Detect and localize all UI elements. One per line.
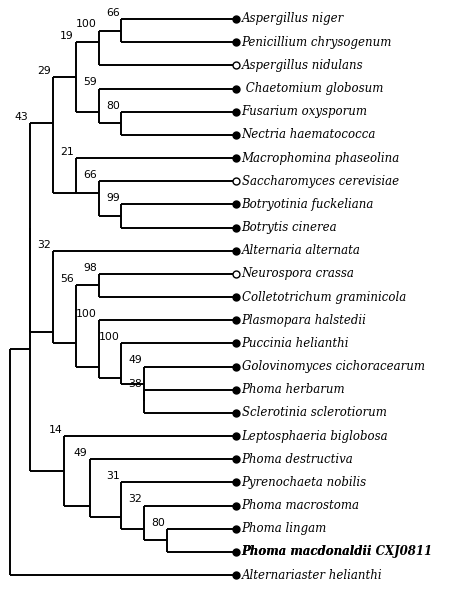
Text: 98: 98 [83,263,97,273]
Text: 100: 100 [99,332,119,342]
Text: Botryotinia fuckeliana: Botryotinia fuckeliana [242,198,374,211]
Text: Phoma destructiva: Phoma destructiva [242,453,353,466]
Text: 59: 59 [83,77,97,87]
Text: Phoma lingam: Phoma lingam [242,522,327,535]
Text: Aspergillus niger: Aspergillus niger [242,12,344,25]
Text: Alternariaster helianthi: Alternariaster helianthi [242,569,382,582]
Text: 32: 32 [129,495,143,505]
Text: 38: 38 [129,378,143,388]
Text: 21: 21 [60,147,74,157]
Text: 66: 66 [106,8,119,18]
Text: 49: 49 [129,355,143,365]
Text: 19: 19 [60,31,74,41]
Text: 43: 43 [15,112,28,122]
Text: Botrytis cinerea: Botrytis cinerea [242,221,337,234]
Text: Fusarium oxysporum: Fusarium oxysporum [242,105,367,118]
Text: 49: 49 [74,448,88,458]
Text: Saccharomyces cerevisiae: Saccharomyces cerevisiae [242,175,399,188]
Text: 31: 31 [106,471,119,482]
Text: Puccinia helianthi: Puccinia helianthi [242,337,349,350]
Text: 29: 29 [37,66,51,76]
Text: Macrophomina phaseolina: Macrophomina phaseolina [242,152,400,164]
Text: 100: 100 [76,20,97,30]
Text: Plasmopara halstedii: Plasmopara halstedii [242,314,366,327]
Text: Chaetomium globosum: Chaetomium globosum [242,82,383,95]
Text: Penicillium chrysogenum: Penicillium chrysogenum [242,36,392,49]
Text: 32: 32 [37,240,51,250]
Text: Leptosphaeria biglobosa: Leptosphaeria biglobosa [242,429,388,442]
Text: Aspergillus nidulans: Aspergillus nidulans [242,59,363,72]
Text: 56: 56 [60,275,74,284]
Text: Golovinomyces cichoracearum: Golovinomyces cichoracearum [242,360,425,373]
Text: 66: 66 [83,170,97,180]
Text: Phoma macrostoma: Phoma macrostoma [242,499,359,512]
Text: Neurospora crassa: Neurospora crassa [242,267,355,280]
Text: Nectria haematococca: Nectria haematococca [242,128,376,141]
Text: 99: 99 [106,193,119,203]
Text: Sclerotinia sclerotiorum: Sclerotinia sclerotiorum [242,406,386,419]
Text: Pyrenochaeta nobilis: Pyrenochaeta nobilis [242,476,366,489]
Text: 80: 80 [106,101,119,110]
Text: 100: 100 [76,309,97,319]
Text: Alternaria alternata: Alternaria alternata [242,244,360,257]
Text: 14: 14 [49,425,63,435]
Text: Phoma herbarum: Phoma herbarum [242,383,345,396]
Text: 80: 80 [151,518,165,528]
Text: Phoma macdonaldii: Phoma macdonaldii [242,546,372,559]
Text: Phoma macdonaldii CXJ0811: Phoma macdonaldii CXJ0811 [242,546,433,559]
Text: Colletotrichum graminicola: Colletotrichum graminicola [242,291,406,304]
